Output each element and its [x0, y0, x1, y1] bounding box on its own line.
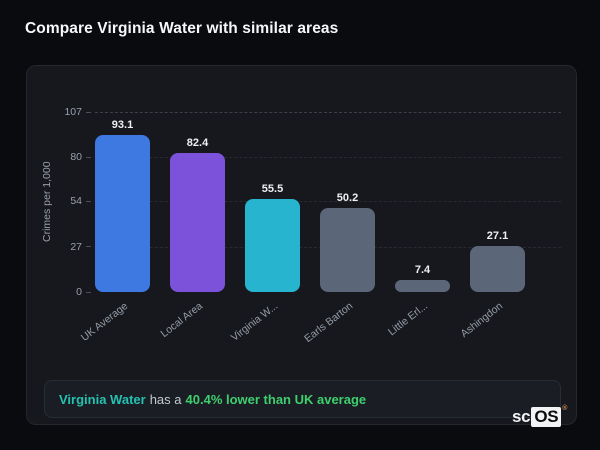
- gridline: [95, 201, 561, 203]
- y-tick-value: 0: [76, 286, 82, 298]
- x-axis-label: Local Area: [158, 300, 205, 341]
- y-tick-mark: [86, 291, 91, 293]
- plot-area: 93.1 UK Average 82.4 Local Area 55.5 Virginia…: [78, 112, 561, 345]
- bar-value-label: 82.4: [186, 137, 209, 149]
- chart-card: Crimes per 1,000 0 27 54 80 107 93.1 UK Avera…: [26, 65, 577, 425]
- bar: [170, 153, 225, 292]
- bar: [320, 208, 375, 292]
- bar-group: 50.2 Earls Barton: [302, 192, 375, 345]
- bar-value-label: 27.1: [486, 230, 509, 242]
- x-axis-label: Earls Barton: [301, 300, 355, 346]
- x-axis-label: Virginia W...: [228, 300, 280, 344]
- page-title: Compare Virginia Water with similar area…: [25, 20, 339, 37]
- bar-group: 55.5 Virginia W...: [229, 183, 300, 344]
- y-tick-mark: [86, 246, 91, 248]
- bar: [245, 199, 300, 292]
- note-stat-text: 40.4% lower than UK average: [185, 391, 367, 407]
- y-axis: 0 27 54 80 107: [27, 106, 91, 298]
- bar: [470, 246, 525, 292]
- x-axis-label: UK Average: [78, 300, 130, 344]
- registered-trademark-icon: ®: [562, 405, 568, 412]
- summary-note: Virginia Water has a 40.4% lower than UK…: [44, 380, 561, 418]
- y-tick-label: 107: [64, 106, 91, 118]
- bar-group: 7.4 Little Erl...: [386, 264, 450, 338]
- y-tick-value: 107: [64, 106, 82, 118]
- logo-suffix: OS: [531, 407, 562, 427]
- y-tick-value: 54: [70, 195, 82, 208]
- bar-value-label: 50.2: [336, 192, 359, 204]
- bar: [95, 135, 150, 292]
- x-axis-label: Little Erl...: [385, 300, 430, 339]
- y-tick-label: 0: [76, 286, 91, 298]
- note-middle-text: has a: [149, 391, 182, 407]
- y-tick-mark: [86, 200, 91, 202]
- y-tick-label: 80: [70, 151, 91, 163]
- y-tick-mark: [86, 111, 91, 113]
- logo-prefix: sc: [512, 407, 531, 426]
- scos-logo: sc OS ®: [512, 405, 568, 427]
- x-axis-label: Ashingdon: [458, 300, 505, 341]
- y-tick-label: 27: [70, 241, 91, 253]
- y-tick-label: 54: [70, 195, 91, 207]
- y-tick-mark: [86, 156, 91, 158]
- y-tick-value: 80: [70, 151, 82, 164]
- bar-group: 93.1 UK Average: [78, 119, 150, 344]
- gridline: [95, 112, 561, 113]
- bar: [395, 280, 450, 292]
- bar-value-label: 93.1: [111, 119, 134, 131]
- bar-group: 82.4 Local Area: [158, 137, 225, 340]
- bar-value-label: 55.5: [261, 183, 284, 195]
- note-area-name: Virginia Water: [59, 391, 146, 407]
- y-tick-value: 27: [70, 240, 82, 253]
- bar-value-label: 7.4: [414, 264, 431, 276]
- gridline: [95, 157, 561, 159]
- bars-layer: 93.1 UK Average 82.4 Local Area 55.5 Virginia…: [78, 112, 561, 345]
- bar-group: 27.1 Ashingdon: [458, 230, 525, 340]
